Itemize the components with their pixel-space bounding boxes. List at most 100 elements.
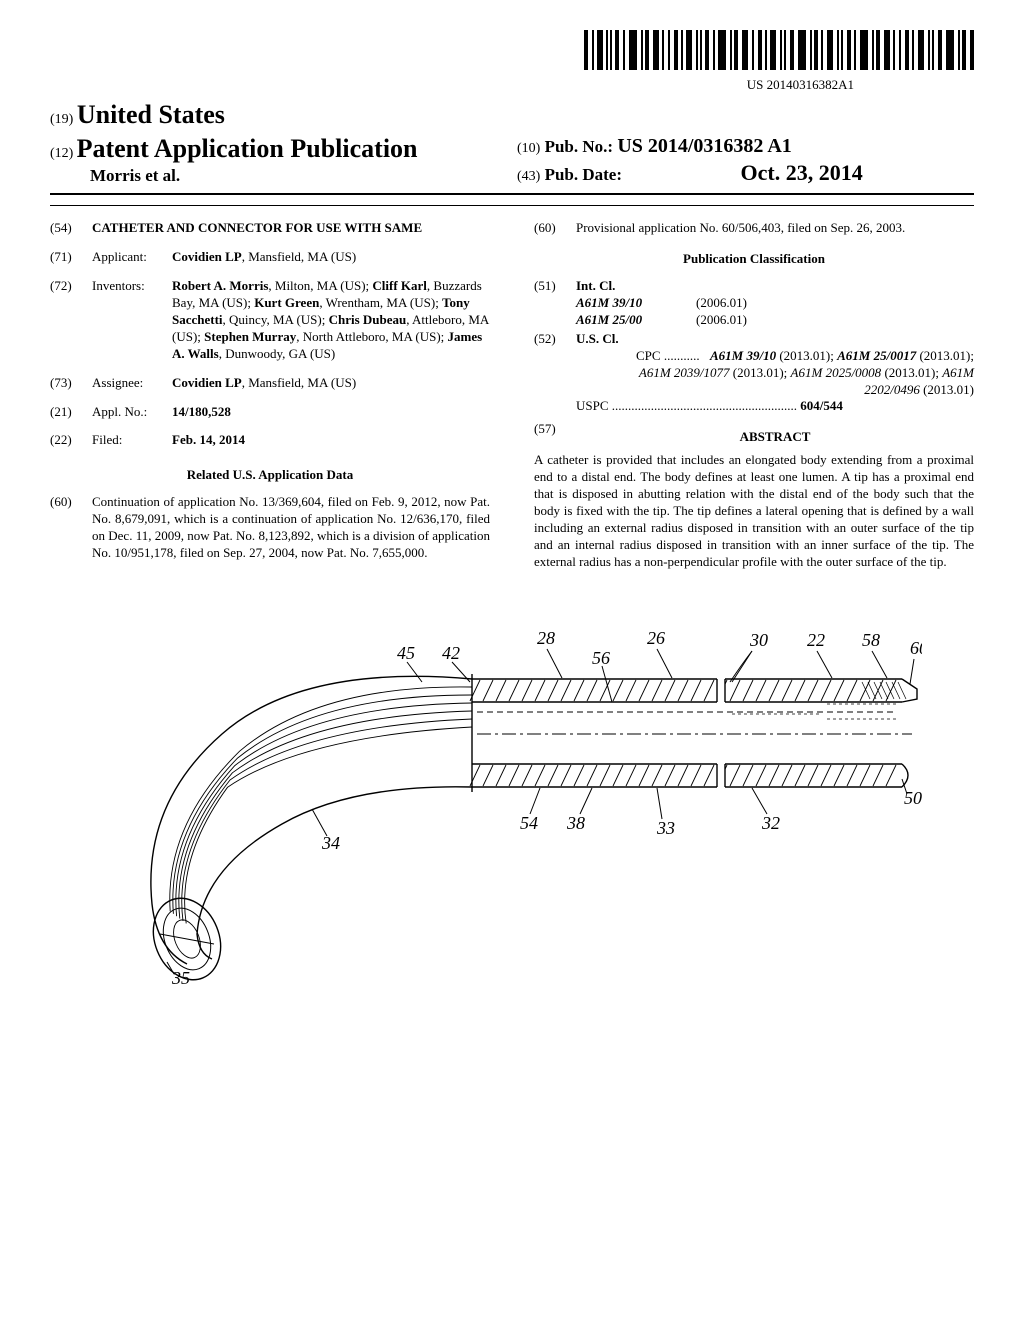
cpc-v3: (2013.01); <box>730 365 791 380</box>
barcode-number: US 20140316382A1 <box>50 77 854 94</box>
pub-date-line: (43) Pub. Date: Oct. 23, 2014 <box>517 159 974 188</box>
filed-field: (22) Filed: Feb. 14, 2014 <box>50 432 490 449</box>
svg-text:50: 50 <box>904 788 922 808</box>
barcode-graphic <box>584 30 974 75</box>
filed-text: Feb. 14, 2014 <box>172 432 490 449</box>
inventors-num: (72) <box>50 278 92 362</box>
provisional-field: (60) Provisional application No. 60/506,… <box>534 220 974 237</box>
pub-no-line: (10) Pub. No.: US 2014/0316382 A1 <box>517 133 974 159</box>
pub-type: Patent Application Publication <box>77 134 418 163</box>
assignee-field: (73) Assignee: Covidien LP, Mansfield, M… <box>50 375 490 392</box>
abstract-field: (57) ABSTRACT <box>534 421 974 452</box>
uscl-body: U.S. Cl. CPC ........... A61M 39/10 (201… <box>576 331 974 415</box>
cpc-v2: (2013.01); <box>916 348 974 363</box>
applno-field: (21) Appl. No.: 14/180,528 <box>50 404 490 421</box>
title-field: (54) CATHETER AND CONNECTOR FOR USE WITH… <box>50 220 490 237</box>
svg-text:45: 45 <box>397 643 415 663</box>
pub-type-line: (12) Patent Application Publication <box>50 132 507 166</box>
cpc-prefix: CPC ........... <box>636 348 700 365</box>
pub-no-code: (10) <box>517 141 540 156</box>
provisional-text: Provisional application No. 60/506,403, … <box>576 220 974 237</box>
applicant-num: (71) <box>50 249 92 266</box>
uspc-line: USPC ...................................… <box>576 398 974 415</box>
applicant-field: (71) Applicant: Covidien LP, Mansfield, … <box>50 249 490 266</box>
patent-figure: 28263022586045425638543332503435 <box>102 604 922 984</box>
uspc-dots: ........................................… <box>609 398 798 413</box>
uspc-prefix: USPC <box>576 398 609 413</box>
authors-etal: Morris et al. <box>90 165 507 187</box>
svg-text:28: 28 <box>537 628 555 648</box>
svg-text:34: 34 <box>321 833 340 853</box>
figure-area: 28263022586045425638543332503435 <box>50 604 974 984</box>
assignee-num: (73) <box>50 375 92 392</box>
abstract-num: (57) <box>534 421 576 452</box>
cpc-block: CPC ........... A61M 39/10 (2013.01); A6… <box>576 348 974 399</box>
pub-type-code: (12) <box>50 146 73 161</box>
cpc-v4: (2013.01); <box>881 365 942 380</box>
pub-no-label: Pub. No.: <box>545 137 613 156</box>
abstract-body: ABSTRACT <box>576 421 974 452</box>
title-num: (54) <box>50 220 92 237</box>
svg-text:33: 33 <box>656 818 675 838</box>
cpc-4: A61M 2025/0008 <box>791 365 882 380</box>
filed-num: (22) <box>50 432 92 449</box>
uscl-label: U.S. Cl. <box>576 331 974 348</box>
applicant-body: Covidien LP, Mansfield, MA (US) <box>172 249 490 266</box>
applicant-label: Applicant: <box>92 249 172 266</box>
svg-text:56: 56 <box>592 648 610 668</box>
title-text: CATHETER AND CONNECTOR FOR USE WITH SAME <box>92 220 490 237</box>
svg-text:60: 60 <box>910 638 922 658</box>
intcl-label: Int. Cl. <box>576 278 974 295</box>
country-line: (19) United States <box>50 98 507 132</box>
inventors-field: (72) Inventors: Robert A. Morris, Milton… <box>50 278 490 362</box>
inventors-body: Robert A. Morris, Milton, MA (US); Cliff… <box>172 278 490 362</box>
cpc-1: A61M 39/10 <box>710 348 776 363</box>
intcl-field: (51) Int. Cl. A61M 39/10(2006.01)A61M 25… <box>534 278 974 329</box>
header-right: (10) Pub. No.: US 2014/0316382 A1 (43) P… <box>507 133 974 188</box>
applno-num: (21) <box>50 404 92 421</box>
applicant-loc: , Mansfield, MA (US) <box>242 249 356 264</box>
country-name: United States <box>77 100 225 129</box>
intcl-body: Int. Cl. A61M 39/10(2006.01)A61M 25/00(2… <box>576 278 974 329</box>
header-left: (19) United States (12) Patent Applicati… <box>50 98 507 188</box>
intcl-num: (51) <box>534 278 576 329</box>
continuation-num: (60) <box>50 494 92 562</box>
filed-label: Filed: <box>92 432 172 449</box>
cpc-2: A61M 25/0017 <box>837 348 916 363</box>
pub-class-heading: Publication Classification <box>534 251 974 268</box>
intcl-table: A61M 39/10(2006.01)A61M 25/00(2006.01) <box>576 295 974 329</box>
applno-text: 14/180,528 <box>172 404 490 421</box>
uscl-field: (52) U.S. Cl. CPC ........... A61M 39/10… <box>534 331 974 415</box>
cpc-v1: (2013.01); <box>776 348 837 363</box>
svg-text:26: 26 <box>647 628 665 648</box>
inventors-label: Inventors: <box>92 278 172 362</box>
barcode-block: US 20140316382A1 <box>50 30 974 94</box>
svg-text:32: 32 <box>761 813 780 833</box>
applno-label: Appl. No.: <box>92 404 172 421</box>
svg-text:42: 42 <box>442 643 460 663</box>
applicant-name: Covidien LP <box>172 249 242 264</box>
related-heading: Related U.S. Application Data <box>50 467 490 484</box>
cpc-v5: (2013.01) <box>920 382 974 397</box>
country-code: (19) <box>50 112 73 127</box>
assignee-label: Assignee: <box>92 375 172 392</box>
abstract-text: A catheter is provided that includes an … <box>534 452 974 570</box>
pub-no-value: US 2014/0316382 A1 <box>617 135 791 157</box>
pub-date-value: Oct. 23, 2014 <box>741 160 863 185</box>
abstract-heading: ABSTRACT <box>576 429 974 446</box>
assignee-body: Covidien LP, Mansfield, MA (US) <box>172 375 490 392</box>
assignee-loc: , Mansfield, MA (US) <box>242 375 356 390</box>
pub-date-code: (43) <box>517 169 540 184</box>
body-columns: (54) CATHETER AND CONNECTOR FOR USE WITH… <box>50 205 974 573</box>
header-row: (19) United States (12) Patent Applicati… <box>50 98 974 196</box>
pub-date-label: Pub. Date: <box>545 165 622 184</box>
cpc-3: A61M 2039/1077 <box>639 365 730 380</box>
provisional-num: (60) <box>534 220 576 237</box>
svg-text:22: 22 <box>807 630 825 650</box>
uscl-num: (52) <box>534 331 576 415</box>
left-column: (54) CATHETER AND CONNECTOR FOR USE WITH… <box>50 220 512 573</box>
continuation-text: Continuation of application No. 13/369,6… <box>92 494 490 562</box>
assignee-name: Covidien LP <box>172 375 242 390</box>
right-column: (60) Provisional application No. 60/506,… <box>512 220 974 573</box>
svg-text:35: 35 <box>171 968 190 984</box>
